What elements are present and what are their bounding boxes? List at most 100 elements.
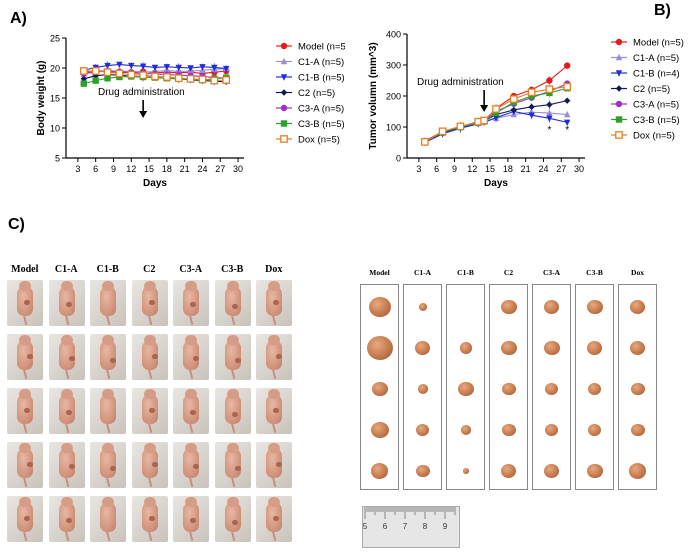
ruler-number: 7 bbox=[403, 522, 408, 531]
tumor-column-header: Model bbox=[369, 268, 390, 277]
data-point bbox=[480, 116, 488, 125]
x-tick-label: 15 bbox=[144, 164, 154, 174]
mouse-head bbox=[60, 335, 73, 345]
data-point bbox=[211, 64, 218, 72]
tumor-specimen bbox=[545, 383, 558, 395]
legend-label: Dox (n=5) bbox=[298, 135, 340, 146]
tumor-column-box bbox=[532, 284, 571, 490]
legend-label: Model (n=5) bbox=[298, 42, 345, 53]
panel-b-label: B) bbox=[654, 2, 671, 19]
tumor-specimen bbox=[587, 341, 602, 355]
tumor-photo-grid: Model C1-A C1-B C2 C3-A C3-B Dox bbox=[360, 266, 670, 506]
legend-label: Dox (n=5) bbox=[633, 131, 675, 142]
legend-marker bbox=[615, 38, 623, 46]
data-point bbox=[199, 64, 206, 71]
mouse-tumor bbox=[65, 302, 72, 307]
ruler-number: 5 bbox=[363, 522, 368, 531]
data-point bbox=[139, 71, 147, 80]
data-point bbox=[420, 138, 429, 146]
mice-column-header: Model bbox=[11, 264, 39, 275]
mouse-photo bbox=[7, 442, 43, 488]
mouse-photo bbox=[90, 334, 126, 380]
data-point bbox=[104, 75, 111, 82]
tumor-specimen bbox=[630, 300, 645, 314]
mouse-photo bbox=[48, 280, 85, 326]
mouse-tumor bbox=[65, 410, 72, 415]
mouse-photo bbox=[131, 442, 168, 488]
tumor-column-box bbox=[618, 284, 657, 490]
mouse-tumor bbox=[276, 354, 282, 359]
mouse-photo bbox=[90, 280, 126, 326]
tumor-specimen bbox=[368, 296, 391, 318]
mouse-photo bbox=[7, 388, 43, 434]
mouse-head bbox=[226, 443, 239, 453]
data-point bbox=[564, 97, 571, 104]
mouse-tumor bbox=[151, 354, 158, 359]
mouse-body bbox=[17, 448, 33, 478]
mouse-head bbox=[19, 281, 31, 291]
tumor-volume-chart: 0 100 200 300 400 3 6 9 12 15 18 21 24 27 30 Days Tumor … bbox=[368, 30, 684, 190]
x-tick-label: 12 bbox=[467, 164, 477, 174]
mouse-tumor bbox=[24, 408, 30, 413]
panel-a-label: A) bbox=[10, 10, 27, 27]
mice-column-header: C3-B bbox=[221, 264, 244, 275]
y-tick-label: 5 bbox=[55, 154, 60, 164]
mouse-head bbox=[143, 281, 156, 291]
y-tick-label: 15 bbox=[50, 94, 60, 104]
legend-marker bbox=[280, 74, 288, 81]
data-point bbox=[163, 73, 171, 81]
mouse-tumor bbox=[231, 304, 238, 309]
legend-label: C3-A (n=5) bbox=[298, 104, 344, 115]
tumor-specimen bbox=[588, 383, 601, 395]
mouse-photo bbox=[90, 388, 126, 434]
data-point bbox=[492, 105, 500, 113]
y-tick-label: 25 bbox=[50, 34, 60, 44]
mouse-photo bbox=[214, 280, 251, 326]
data-point bbox=[92, 77, 99, 84]
x-tick-label: 15 bbox=[485, 164, 495, 174]
mouse-photo bbox=[131, 334, 168, 380]
mouse-head bbox=[60, 281, 73, 291]
mice-column-header: C2 bbox=[143, 264, 156, 275]
mouse-tumor bbox=[273, 300, 279, 305]
mouse-body bbox=[100, 286, 116, 316]
mouse-photo bbox=[131, 388, 168, 434]
series-line bbox=[424, 110, 568, 143]
mouse-tumor bbox=[148, 516, 155, 521]
legend-marker bbox=[615, 85, 623, 92]
mouse-head bbox=[226, 389, 239, 399]
data-point bbox=[564, 110, 571, 118]
data-point bbox=[79, 67, 88, 75]
data-point bbox=[104, 62, 111, 70]
mouse-body bbox=[58, 286, 75, 316]
x-tick-label: 30 bbox=[574, 164, 584, 174]
y-tick-label: 100 bbox=[386, 123, 401, 133]
mouse-head bbox=[226, 497, 239, 507]
x-tick-label: 27 bbox=[215, 164, 225, 174]
data-point bbox=[509, 95, 518, 103]
legend-marker bbox=[280, 104, 288, 112]
mouse-tumor bbox=[148, 408, 155, 413]
mice-column-header: C1-A bbox=[54, 264, 78, 275]
data-point bbox=[175, 64, 182, 72]
mouse-photo bbox=[173, 442, 209, 488]
tumor-specimen bbox=[500, 299, 517, 315]
data-point bbox=[198, 75, 207, 84]
data-point bbox=[563, 82, 572, 91]
legend-label: C3-A (n=5) bbox=[633, 100, 679, 111]
data-point bbox=[546, 109, 553, 116]
mice-column-header: Dox bbox=[265, 264, 283, 275]
tumor-column-header: C1-A bbox=[413, 268, 432, 277]
mouse-head bbox=[185, 281, 197, 291]
tumor-specimen bbox=[418, 303, 427, 311]
mouse-body bbox=[183, 502, 199, 532]
x-tick-label: 24 bbox=[538, 164, 548, 174]
significance-star: * bbox=[565, 125, 569, 136]
y-tick-label: 20 bbox=[50, 64, 60, 74]
y-tick-label: 10 bbox=[50, 124, 60, 134]
tumor-column-box bbox=[446, 284, 485, 490]
mouse-tumor bbox=[190, 518, 196, 523]
tumor-specimen bbox=[462, 468, 469, 474]
mouse-head bbox=[185, 335, 197, 345]
tumor-column-box bbox=[489, 284, 528, 490]
